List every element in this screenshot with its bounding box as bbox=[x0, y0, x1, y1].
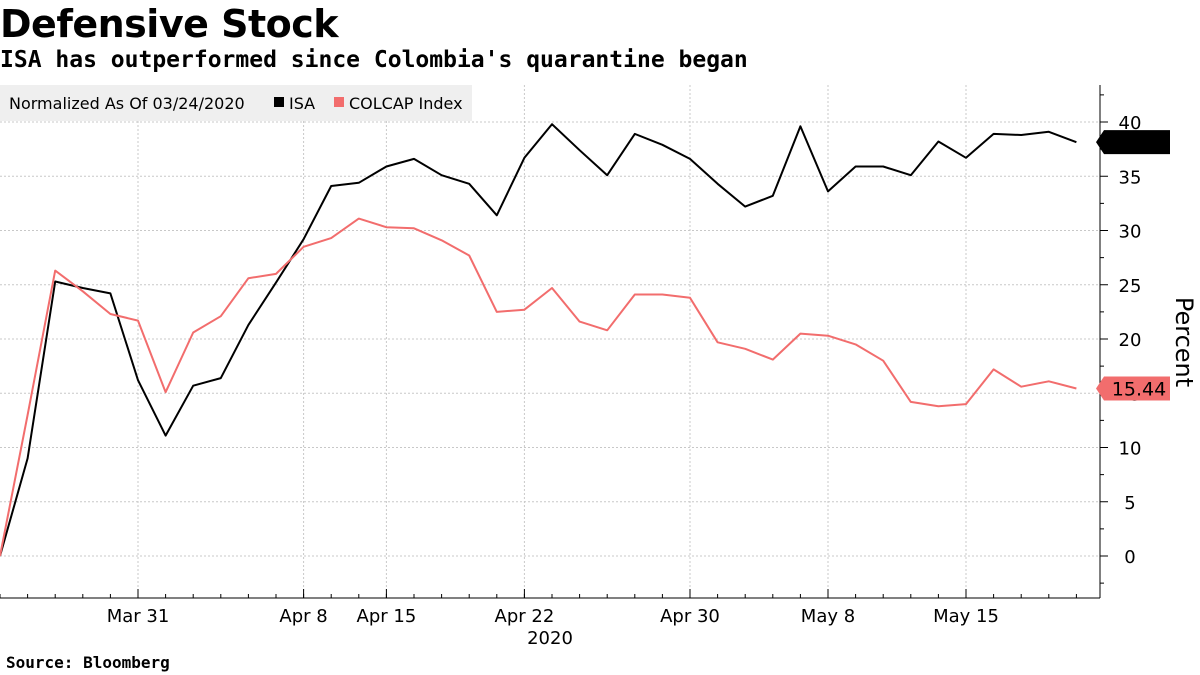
y-axis-label: Percent bbox=[1170, 297, 1198, 387]
legend: Normalized As Of 03/24/2020 ISA COLCAP I… bbox=[0, 85, 472, 121]
y-tick-label-35: 35 bbox=[1119, 167, 1142, 188]
y-tick-label-20: 20 bbox=[1119, 330, 1142, 351]
x-tick-label: Apr 15 bbox=[357, 606, 417, 627]
y-tick-label-10: 10 bbox=[1119, 439, 1142, 460]
last-value-marker-colcap-index bbox=[1096, 376, 1170, 401]
legend-swatch-isa bbox=[274, 97, 284, 107]
y-tick-label-30: 30 bbox=[1119, 222, 1142, 243]
x-axis-year-label: 2020 bbox=[527, 628, 573, 649]
x-tick-label: May 15 bbox=[933, 606, 999, 627]
y-tick-label-0: 0 bbox=[1124, 547, 1135, 568]
series-line-isa bbox=[0, 123, 1077, 557]
legend-swatch-colcap bbox=[334, 97, 344, 107]
x-tick-label: Apr 30 bbox=[660, 606, 720, 627]
y-tick-label-25: 25 bbox=[1119, 276, 1142, 297]
value-markers: 38.14 15.44 bbox=[1096, 130, 1170, 401]
chart-subtitle: ISA has outperformed since Colombia's qu… bbox=[0, 47, 748, 73]
last-value-label-colcap-index: 15.44 bbox=[1112, 378, 1166, 400]
x-tick-label: Mar 31 bbox=[107, 606, 170, 627]
legend-label-isa: ISA bbox=[289, 94, 315, 113]
grid-lines bbox=[0, 85, 1100, 598]
y-tick-label-40: 40 bbox=[1119, 113, 1142, 134]
source-note: Source: Bloomberg bbox=[6, 653, 170, 672]
x-tick-label: May 8 bbox=[801, 606, 855, 627]
x-tick-label: Apr 22 bbox=[495, 606, 555, 627]
legend-background bbox=[0, 85, 472, 121]
last-value-label-isa: 38.14 bbox=[1112, 132, 1166, 154]
y-tick-label-5: 5 bbox=[1124, 493, 1135, 514]
x-tick-label: Apr 8 bbox=[279, 606, 327, 627]
legend-title: Normalized As Of 03/24/2020 bbox=[9, 94, 245, 113]
legend-label-colcap: COLCAP Index bbox=[349, 94, 463, 113]
chart-title: Defensive Stock bbox=[0, 2, 339, 46]
series-line-colcap-index bbox=[0, 217, 1077, 557]
series-lines bbox=[0, 123, 1077, 557]
last-value-marker-isa bbox=[1096, 130, 1170, 155]
